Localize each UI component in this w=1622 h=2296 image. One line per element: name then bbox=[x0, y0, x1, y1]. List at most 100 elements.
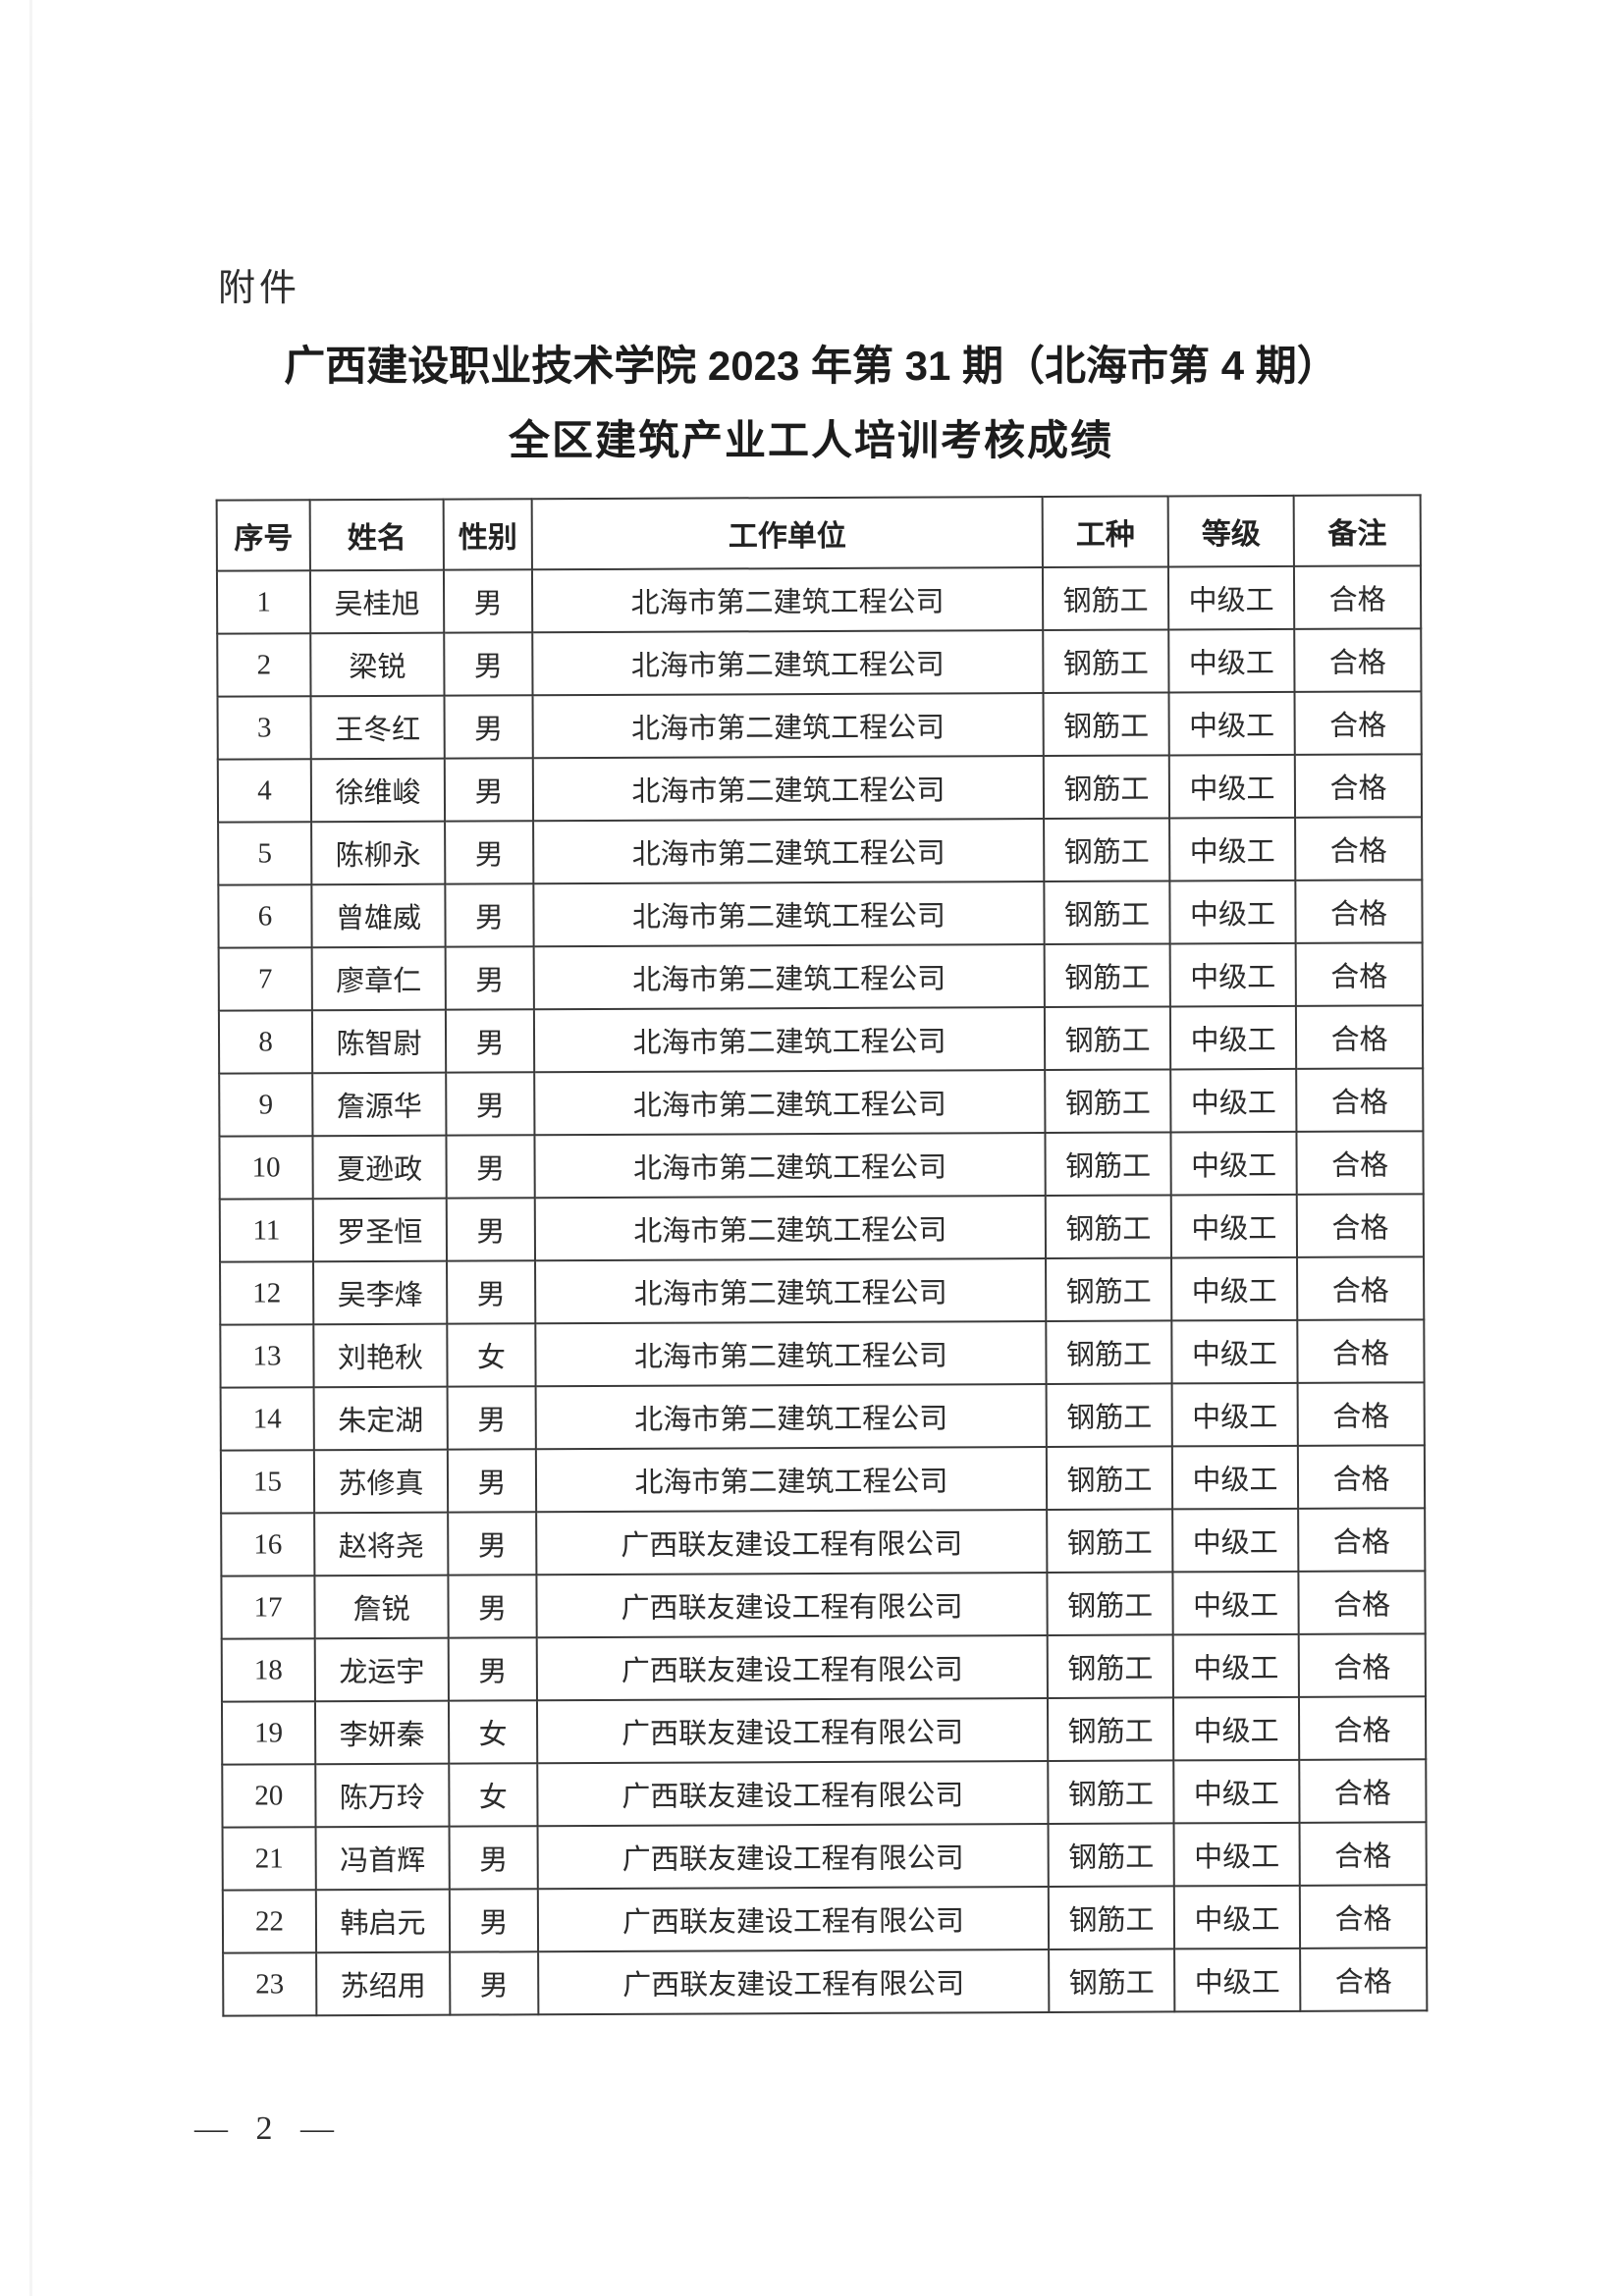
cell-work-unit: 广西联友建设工程有限公司 bbox=[536, 1634, 1048, 1701]
cell-gender: 男 bbox=[447, 1386, 536, 1450]
cell-work-unit: 广西联友建设工程有限公司 bbox=[538, 1949, 1050, 2015]
cell-work-unit: 北海市第二建筑工程公司 bbox=[533, 944, 1045, 1010]
cell-gender: 男 bbox=[445, 1009, 535, 1073]
cell-remark: 合格 bbox=[1295, 1005, 1424, 1069]
cell-remark: 合格 bbox=[1295, 942, 1423, 1006]
cell-level: 中级工 bbox=[1171, 1445, 1299, 1510]
cell-work-unit: 北海市第二建筑工程公司 bbox=[535, 1321, 1047, 1387]
table-row: 12 吴李烽男北海市第二建筑工程公司 钢筋工 中级工 合格 bbox=[220, 1256, 1425, 1325]
results-table: 序号 姓名 性别 工作单位 工种 等级 备注 1 吴桂旭男北海市第二建筑工程公司钢… bbox=[216, 494, 1429, 2016]
table-row: 10 夏逊政男北海市第二建筑工程公司 钢筋工 中级工 合格 bbox=[219, 1131, 1424, 1200]
cell-name: 李妍秦 bbox=[314, 1700, 450, 1765]
cell-job-type: 钢筋工 bbox=[1048, 1886, 1175, 1949]
cell-serial-number: 1 bbox=[216, 570, 311, 634]
cell-name: 朱定湖 bbox=[313, 1386, 448, 1451]
title-line-1: 广西建设职业技术学院 2023 年第 31 期（北海市第 4 期） bbox=[284, 343, 1338, 389]
cell-job-type: 钢筋工 bbox=[1049, 1949, 1175, 2012]
table-row: 23 苏绍用男广西联友建设工程有限公司 钢筋工 中级工 合格 bbox=[223, 1948, 1428, 2016]
table-row: 14 朱定湖男北海市第二建筑工程公司 钢筋工 中级工 合格 bbox=[220, 1382, 1425, 1451]
cell-name: 吴李烽 bbox=[313, 1260, 448, 1325]
header-level: 等级 bbox=[1167, 495, 1294, 567]
cell-remark: 合格 bbox=[1298, 1571, 1426, 1634]
header-gender: 性别 bbox=[443, 499, 532, 570]
cell-work-unit: 北海市第二建筑工程公司 bbox=[535, 1383, 1047, 1450]
table-row: 4 徐维峻男北海市第二建筑工程公司 钢筋工 中级工 合格 bbox=[217, 754, 1423, 823]
cell-serial-number: 23 bbox=[223, 1952, 317, 2016]
table-row: 13 刘艳秋女北海市第二建筑工程公司 钢筋工 中级工 合格 bbox=[220, 1319, 1425, 1388]
table-body: 1 吴桂旭男北海市第二建筑工程公司 钢筋工 中级工 合格 2 梁锐男北海市第二建筑工程公司钢… bbox=[216, 565, 1428, 2016]
cell-gender: 男 bbox=[447, 1260, 536, 1324]
table-row: 21 冯首辉男广西联友建设工程有限公司 钢筋工 中级工 合格 bbox=[222, 1822, 1427, 1891]
cell-name: 夏逊政 bbox=[312, 1135, 447, 1200]
header-work-unit: 工作单位 bbox=[531, 497, 1043, 570]
cell-work-unit: 广西联友建设工程有限公司 bbox=[537, 1886, 1050, 1952]
cell-serial-number: 22 bbox=[222, 1890, 317, 1953]
cell-level: 中级工 bbox=[1174, 1948, 1301, 2012]
cell-gender: 男 bbox=[445, 821, 534, 884]
cell-serial-number: 10 bbox=[219, 1136, 313, 1200]
header-serial-number: 序号 bbox=[216, 500, 310, 571]
table-row: 19 李妍秦女广西联友建设工程有限公司 钢筋工 中级工 合格 bbox=[221, 1696, 1427, 1765]
cell-job-type: 钢筋工 bbox=[1046, 1383, 1172, 1447]
cell-name: 吴桂旭 bbox=[309, 569, 445, 634]
cell-remark: 合格 bbox=[1293, 565, 1422, 629]
header-name: 姓名 bbox=[309, 499, 444, 571]
cell-name: 韩启元 bbox=[315, 1889, 451, 1953]
cell-remark: 合格 bbox=[1294, 691, 1422, 755]
cell-name: 陈万玲 bbox=[315, 1763, 450, 1828]
cell-serial-number: 21 bbox=[222, 1827, 316, 1891]
cell-work-unit: 广西联友建设工程有限公司 bbox=[536, 1509, 1048, 1575]
cell-gender: 男 bbox=[448, 1512, 537, 1575]
cell-level: 中级工 bbox=[1169, 942, 1296, 1007]
table-row: 20 陈万玲女广西联友建设工程有限公司 钢筋工 中级工 合格 bbox=[222, 1759, 1427, 1828]
cell-gender: 男 bbox=[444, 695, 533, 759]
cell-level: 中级工 bbox=[1170, 1131, 1297, 1196]
table-row: 9 詹源华男北海市第二建筑工程公司 钢筋工 中级工 合格 bbox=[219, 1068, 1424, 1137]
cell-gender: 女 bbox=[447, 1323, 536, 1387]
cell-remark: 合格 bbox=[1300, 1948, 1428, 2011]
cell-name: 陈智尉 bbox=[311, 1009, 447, 1074]
cell-gender: 男 bbox=[444, 758, 534, 822]
cell-gender: 男 bbox=[445, 946, 534, 1010]
cell-serial-number: 16 bbox=[221, 1513, 315, 1576]
cell-job-type: 钢筋工 bbox=[1043, 755, 1170, 820]
cell-level: 中级工 bbox=[1173, 1885, 1301, 1949]
header-job-type: 工种 bbox=[1042, 496, 1168, 568]
cell-remark: 合格 bbox=[1296, 1068, 1424, 1132]
results-table-wrapper: 序号 姓名 性别 工作单位 工种 等级 备注 1 吴桂旭男北海市第二建筑工程公司钢… bbox=[216, 494, 1429, 2016]
cell-serial-number: 3 bbox=[217, 696, 311, 760]
cell-remark: 合格 bbox=[1297, 1256, 1425, 1320]
cell-work-unit: 北海市第二建筑工程公司 bbox=[532, 756, 1045, 822]
cell-remark: 合格 bbox=[1299, 1822, 1427, 1886]
cell-gender: 男 bbox=[449, 1826, 538, 1890]
table-row: 2 梁锐男北海市第二建筑工程公司 钢筋工 中级工 合格 bbox=[217, 628, 1422, 697]
cell-work-unit: 北海市第二建筑工程公司 bbox=[535, 1258, 1047, 1324]
table-row: 22 韩启元男广西联友建设工程有限公司 钢筋工 中级工 合格 bbox=[222, 1885, 1428, 1953]
table-row: 7 廖章仁男北海市第二建筑工程公司 钢筋工 中级工 合格 bbox=[218, 942, 1423, 1011]
cell-job-type: 钢筋工 bbox=[1042, 566, 1169, 631]
header-remark: 备注 bbox=[1293, 495, 1421, 566]
cell-job-type: 钢筋工 bbox=[1043, 692, 1169, 757]
cell-level: 中级工 bbox=[1169, 880, 1296, 944]
cell-work-unit: 北海市第二建筑工程公司 bbox=[534, 1196, 1047, 1261]
cell-job-type: 钢筋工 bbox=[1045, 1132, 1171, 1197]
cell-work-unit: 广西联友建设工程有限公司 bbox=[536, 1697, 1049, 1764]
cell-serial-number: 5 bbox=[218, 822, 312, 885]
cell-serial-number: 13 bbox=[220, 1324, 314, 1388]
cell-job-type: 钢筋工 bbox=[1048, 1823, 1174, 1887]
cell-serial-number: 18 bbox=[221, 1638, 315, 1702]
cell-name: 梁锐 bbox=[310, 632, 445, 697]
cell-work-unit: 广西联友建设工程有限公司 bbox=[537, 1760, 1049, 1827]
cell-gender: 女 bbox=[449, 1763, 538, 1827]
cell-job-type: 钢筋工 bbox=[1044, 943, 1170, 1008]
cell-gender: 男 bbox=[446, 1135, 535, 1199]
cell-gender: 男 bbox=[449, 1889, 539, 1952]
cell-name: 苏绍用 bbox=[316, 1951, 451, 2016]
cell-level: 中级工 bbox=[1169, 1005, 1297, 1070]
cell-serial-number: 12 bbox=[220, 1261, 314, 1325]
cell-serial-number: 8 bbox=[218, 1010, 313, 1074]
cell-work-unit: 北海市第二建筑工程公司 bbox=[532, 630, 1044, 696]
table-row: 18 龙运宇男广西联友建设工程有限公司 钢筋工 中级工 合格 bbox=[221, 1633, 1426, 1702]
cell-serial-number: 19 bbox=[221, 1701, 316, 1765]
cell-work-unit: 北海市第二建筑工程公司 bbox=[533, 819, 1045, 884]
